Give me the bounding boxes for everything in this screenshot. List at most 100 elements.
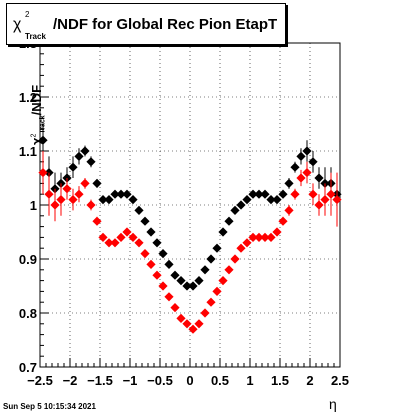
data-point-black bbox=[200, 265, 210, 275]
data-point-black bbox=[116, 189, 126, 199]
data-point-red bbox=[146, 259, 156, 269]
data-point-black bbox=[212, 243, 222, 253]
data-point-black bbox=[194, 276, 204, 286]
data-point-red bbox=[44, 189, 54, 199]
data-point-black bbox=[80, 146, 90, 156]
data-point-red bbox=[164, 292, 174, 302]
data-point-black bbox=[152, 238, 162, 248]
y-label-sub: Track bbox=[39, 115, 47, 134]
data-point-black bbox=[86, 157, 96, 167]
data-point-black bbox=[170, 270, 180, 280]
data-point-black bbox=[218, 227, 228, 237]
chart-title: χ 2 Track /NDF for Global Rec Pion EtapT bbox=[6, 3, 286, 45]
data-point-red bbox=[110, 238, 120, 248]
data-point-black bbox=[176, 276, 186, 286]
y-label-ndf: /NDF bbox=[29, 84, 44, 116]
timestamp: Sun Sep 5 10:15:34 2021 bbox=[3, 402, 96, 411]
y-tick-label: 1.2 bbox=[19, 90, 37, 105]
data-point-red bbox=[80, 178, 90, 188]
data-point-black bbox=[128, 195, 138, 205]
data-point-black bbox=[122, 189, 132, 199]
data-point-black bbox=[266, 195, 276, 205]
data-point-black bbox=[290, 162, 300, 172]
data-point-black bbox=[224, 216, 234, 226]
data-point-red bbox=[248, 232, 258, 242]
data-point-red bbox=[290, 189, 300, 199]
data-point-red bbox=[50, 200, 60, 210]
data-point-black bbox=[146, 227, 156, 237]
title-text: /NDF for Global Rec Pion EtapT bbox=[53, 16, 278, 33]
data-point-red bbox=[296, 173, 306, 183]
data-point-red bbox=[62, 184, 72, 194]
x-tick-label: 2 bbox=[306, 373, 313, 388]
y-tick-label: 0.7 bbox=[19, 360, 37, 375]
data-point-red bbox=[134, 238, 144, 248]
data-point-red bbox=[188, 324, 198, 334]
data-point-black bbox=[50, 184, 60, 194]
data-point-red bbox=[38, 168, 48, 178]
data-point-red bbox=[92, 216, 102, 226]
data-point-black bbox=[248, 189, 258, 199]
data-point-red bbox=[68, 195, 78, 205]
data-point-red bbox=[278, 216, 288, 226]
data-point-black bbox=[134, 205, 144, 215]
data-point-red bbox=[224, 265, 234, 275]
data-point-black bbox=[278, 189, 288, 199]
y-label-chi: χ bbox=[29, 137, 44, 145]
title-chi-symbol: χ bbox=[13, 16, 22, 33]
data-point-red bbox=[266, 232, 276, 242]
y-tick-label: 1.1 bbox=[19, 144, 37, 159]
y-label-sup: 2 bbox=[30, 133, 38, 138]
data-point-black bbox=[164, 259, 174, 269]
data-point-red bbox=[260, 232, 270, 242]
x-tick-label: 0.5 bbox=[211, 373, 229, 388]
data-point-red bbox=[206, 297, 216, 307]
x-tick-label: −2.5 bbox=[27, 373, 53, 388]
data-point-red bbox=[182, 319, 192, 329]
data-point-red bbox=[86, 200, 96, 210]
data-point-red bbox=[284, 205, 294, 215]
data-point-red bbox=[98, 232, 108, 242]
data-point-red bbox=[176, 313, 186, 323]
x-tick-label: 0 bbox=[186, 373, 193, 388]
data-point-black bbox=[98, 195, 108, 205]
data-point-red bbox=[302, 168, 312, 178]
data-point-red bbox=[308, 189, 318, 199]
y-tick-label: 0.8 bbox=[19, 306, 37, 321]
data-point-red bbox=[236, 243, 246, 253]
x-tick-label: 1.5 bbox=[271, 373, 289, 388]
data-point-red bbox=[104, 238, 114, 248]
data-point-black bbox=[272, 195, 282, 205]
data-point-black bbox=[296, 151, 306, 161]
data-point-black bbox=[38, 135, 48, 145]
data-point-red bbox=[122, 227, 132, 237]
data-point-red bbox=[74, 189, 84, 199]
data-point-black bbox=[74, 151, 84, 161]
data-point-black bbox=[230, 205, 240, 215]
x-axis-label: η bbox=[329, 396, 337, 412]
data-point-red bbox=[242, 238, 252, 248]
data-point-black bbox=[284, 178, 294, 188]
data-point-red bbox=[314, 200, 324, 210]
data-point-red bbox=[326, 189, 336, 199]
data-point-black bbox=[206, 254, 216, 264]
data-point-red bbox=[128, 232, 138, 242]
y-tick-label: 0.9 bbox=[19, 252, 37, 267]
data-point-black bbox=[140, 216, 150, 226]
data-point-black bbox=[254, 189, 264, 199]
data-point-black bbox=[260, 189, 270, 199]
y-axis-label: χ2Track/NDF bbox=[29, 55, 47, 145]
data-point-black bbox=[188, 281, 198, 291]
x-tick-label: −1 bbox=[123, 373, 138, 388]
data-point-black bbox=[242, 195, 252, 205]
x-tick-label: 2.5 bbox=[331, 373, 349, 388]
data-point-red bbox=[194, 319, 204, 329]
x-tick-label: 1 bbox=[246, 373, 253, 388]
data-point-black bbox=[68, 162, 78, 172]
data-point-red bbox=[332, 195, 342, 205]
data-point-red bbox=[152, 270, 162, 280]
x-tick-label: −0.5 bbox=[147, 373, 173, 388]
data-point-black bbox=[308, 157, 318, 167]
data-point-red bbox=[218, 276, 228, 286]
